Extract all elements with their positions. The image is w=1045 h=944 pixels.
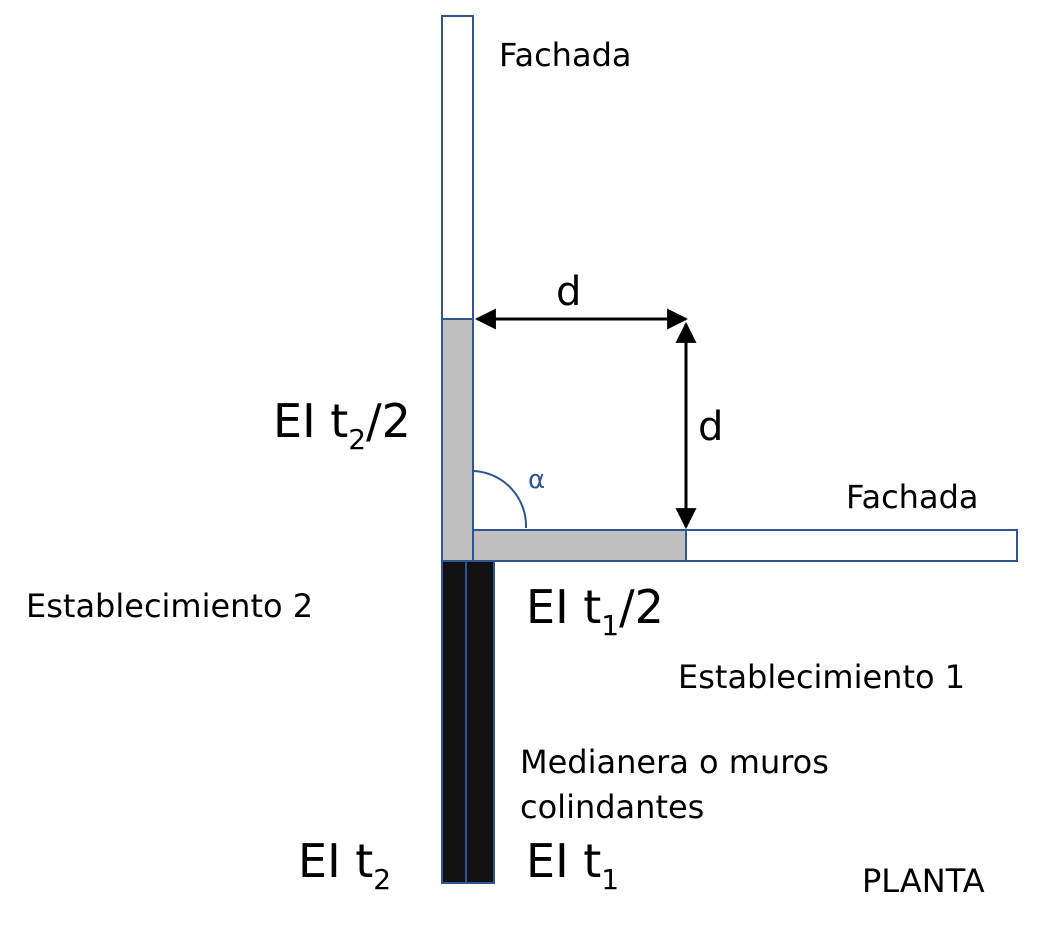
establishment-1-label: Establecimiento 1	[678, 658, 965, 696]
ei-t1-half-label: EI t1/2	[526, 580, 664, 642]
facade-wall-vertical	[441, 15, 474, 320]
establishment-2-label: Establecimiento 2	[26, 587, 313, 625]
dimension-d-horizontal: d	[556, 269, 581, 315]
party-wall-label-line2: colindantes	[520, 788, 704, 826]
ei-t1-label: EI t1	[526, 834, 619, 896]
dimension-d-vertical: d	[698, 404, 723, 450]
facade-label-top: Fachada	[499, 36, 631, 74]
fire-zone-horizontal	[472, 529, 687, 562]
ei-t2-label: EI t2	[298, 834, 391, 896]
party-wall-t1	[465, 560, 495, 884]
plan-view-label: PLANTA	[862, 862, 985, 900]
fire-zone-vertical	[441, 318, 474, 562]
party-wall-label-line1: Medianera o muros	[520, 743, 829, 781]
angle-arc	[472, 470, 528, 529]
party-wall-t2	[441, 560, 467, 884]
facade-wall-horizontal	[685, 529, 1018, 562]
ei-t2-half-label: EI t2/2	[273, 394, 411, 456]
angle-alpha-label: α	[528, 465, 545, 495]
facade-label-right: Fachada	[846, 478, 978, 516]
